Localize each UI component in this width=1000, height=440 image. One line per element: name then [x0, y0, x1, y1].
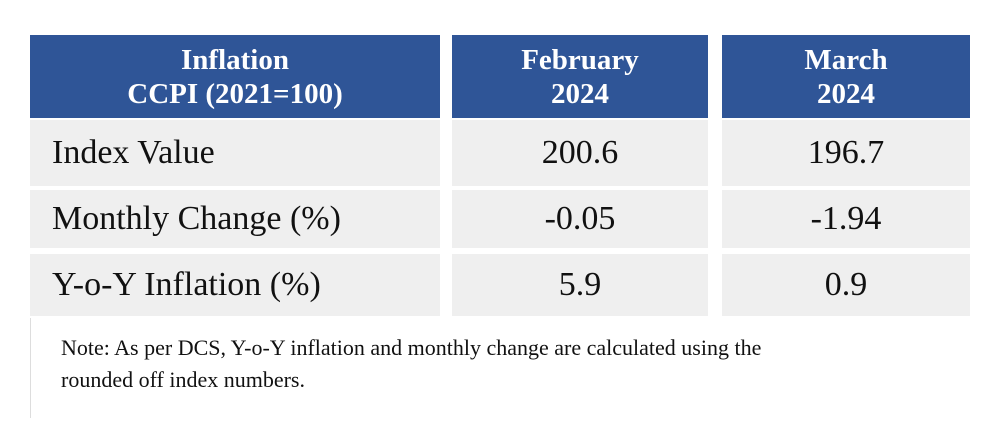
cell-text: 5.9	[558, 266, 602, 303]
row-label: Y-o-Y Inflation (%)	[30, 254, 440, 316]
cell-text: -0.05	[544, 200, 616, 237]
value-cell: 0.9	[722, 254, 970, 316]
note-line: Note: As per DCS, Y-o-Y inflation and mo…	[61, 335, 762, 360]
header-line: February	[521, 43, 639, 76]
header-line: CCPI (2021=100)	[127, 77, 343, 110]
note: Note: As per DCS, Y-o-Y inflation and mo…	[30, 318, 970, 418]
header-line: March	[804, 43, 888, 76]
header-line: Inflation	[181, 43, 289, 76]
value-cell: -1.94	[722, 190, 970, 248]
cell-text: Y-o-Y Inflation (%)	[52, 266, 321, 303]
row-label: Index Value	[30, 120, 440, 186]
cell-text: Monthly Change (%)	[52, 200, 341, 237]
value-cell: 196.7	[722, 120, 970, 186]
note-line: rounded off index numbers.	[61, 367, 305, 392]
cell-text: -1.94	[810, 200, 882, 237]
row-label: Monthly Change (%)	[30, 190, 440, 248]
header-cell: March 2024	[722, 35, 970, 118]
value-cell: 200.6	[452, 120, 708, 186]
value-cell: 5.9	[452, 254, 708, 316]
cell-text: 0.9	[824, 266, 868, 303]
cell-text: Index Value	[52, 134, 215, 171]
header-line: 2024	[817, 77, 875, 110]
header-cell: Inflation CCPI (2021=100)	[30, 35, 440, 118]
header-cell: February 2024	[452, 35, 708, 118]
header-line: 2024	[551, 77, 609, 110]
cell-text: 196.7	[807, 134, 885, 171]
cell-text: 200.6	[541, 134, 619, 171]
value-cell: -0.05	[452, 190, 708, 248]
